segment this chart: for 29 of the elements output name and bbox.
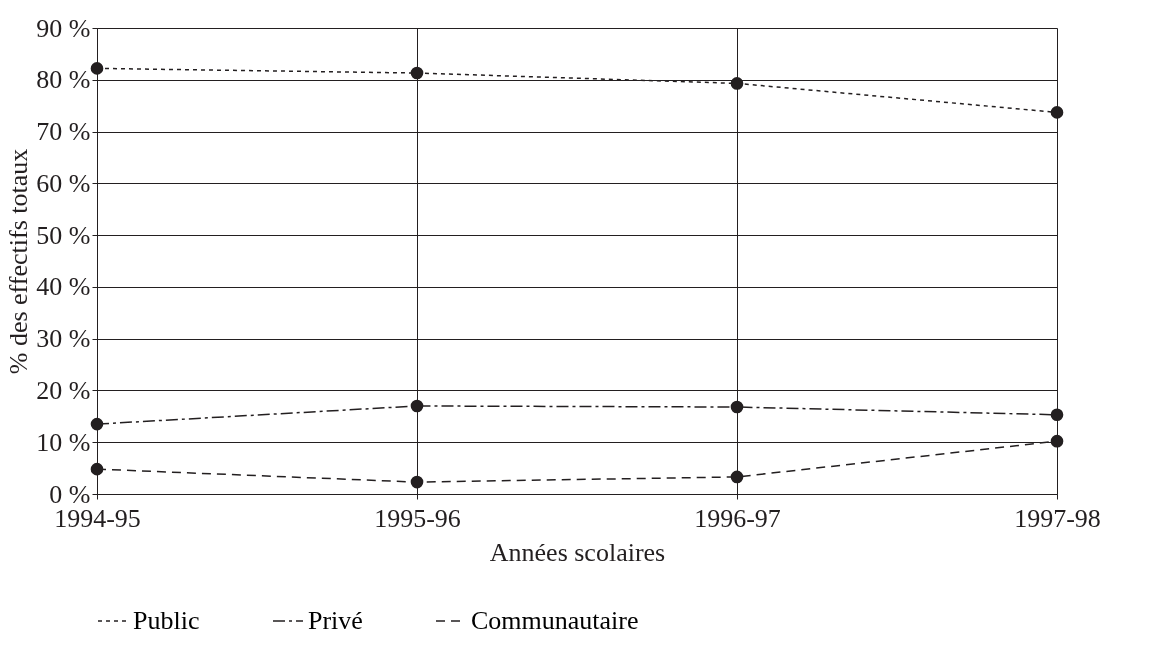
y-tick-label: 50 % [36,220,91,250]
x-tick-label: 1996-97 [694,503,781,533]
point [730,77,744,90]
y-tick-label: 10 % [36,427,91,457]
y-tick-label: 70 % [36,117,91,147]
y-tick-label: 60 % [36,168,91,198]
point [730,470,744,484]
legend-label: Privé [308,606,363,635]
y-tick-label: 30 % [36,324,91,354]
x-tick-label: 1997-98 [1014,503,1101,533]
y-tick-label: 90 % [36,13,91,43]
point [1050,434,1064,448]
legend-label: Communautaire [471,606,639,635]
point [90,417,104,431]
y-tick-label: 20 % [36,375,91,405]
point [730,400,744,414]
point [1050,106,1064,119]
y-tick-label: 40 % [36,272,91,302]
x-tick-label: 1995-96 [374,503,461,533]
point [1050,408,1064,422]
legend-label: Public [133,606,200,635]
y-tick-label: 80 % [36,65,91,95]
point [410,475,424,489]
point [90,62,104,75]
point [90,462,104,476]
point [410,399,424,413]
x-axis-title: Années scolaires [489,537,666,567]
y-axis-title: % des effectifs totaux [4,148,34,375]
point [410,66,424,80]
